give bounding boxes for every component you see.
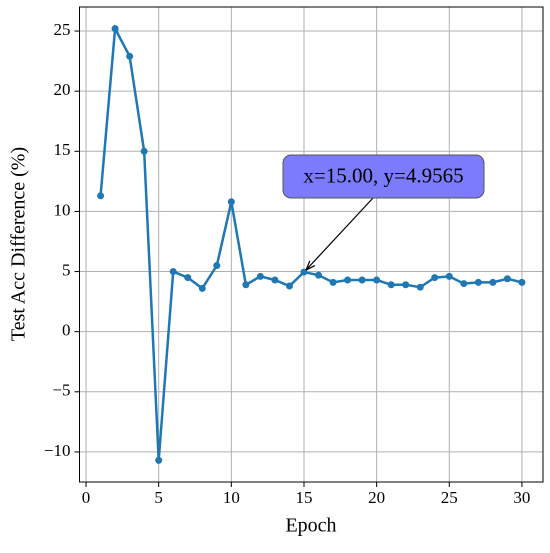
y-tick-label: 25 <box>54 20 71 39</box>
point <box>489 278 497 286</box>
y-axis-label: Test Acc Difference (%) <box>8 147 30 341</box>
point <box>503 275 511 283</box>
y-tick-label: 15 <box>54 140 71 159</box>
x-tick-label: 5 <box>154 488 163 507</box>
point <box>460 280 468 288</box>
point <box>315 271 323 279</box>
point <box>126 52 134 60</box>
annotation-arrow <box>305 197 374 271</box>
point <box>285 282 293 290</box>
point <box>329 278 337 286</box>
x-tick-label: 25 <box>441 488 458 507</box>
point <box>155 456 163 464</box>
point <box>271 276 279 284</box>
point <box>358 276 366 284</box>
point <box>242 281 250 289</box>
x-tick-label: 20 <box>368 488 385 507</box>
x-tick-label: 0 <box>82 488 91 507</box>
point <box>300 268 308 276</box>
point <box>431 274 439 282</box>
annotation-arrowhead <box>305 260 316 271</box>
point <box>387 281 395 289</box>
y-tick-label: 10 <box>54 200 71 219</box>
point <box>416 283 424 291</box>
y-tick-label: 5 <box>62 260 71 279</box>
point <box>344 276 352 284</box>
point <box>402 281 410 289</box>
line <box>99 24 523 461</box>
x-tick-label: 30 <box>513 488 530 507</box>
point <box>445 272 453 280</box>
point <box>111 25 119 33</box>
point <box>97 192 105 200</box>
plot-frame <box>79 6 544 483</box>
point <box>184 274 192 282</box>
point <box>140 147 148 155</box>
point <box>518 278 526 286</box>
point <box>256 272 264 280</box>
y-tick-label: −10 <box>44 441 71 460</box>
point <box>474 278 482 286</box>
point <box>373 276 381 284</box>
x-tick-label: 15 <box>295 488 312 507</box>
x-tick-label: 10 <box>223 488 240 507</box>
annotation-box <box>282 154 485 199</box>
annotation-text: x=15.00, y=4.9565 <box>303 163 463 187</box>
point <box>227 198 235 206</box>
point <box>198 284 206 292</box>
y-tick-label: 0 <box>62 321 71 340</box>
point <box>169 268 177 276</box>
point <box>213 262 221 270</box>
y-tick-label: 20 <box>54 80 71 99</box>
x-axis-label: Epoch <box>285 515 336 537</box>
y-tick-label: −5 <box>52 381 70 400</box>
